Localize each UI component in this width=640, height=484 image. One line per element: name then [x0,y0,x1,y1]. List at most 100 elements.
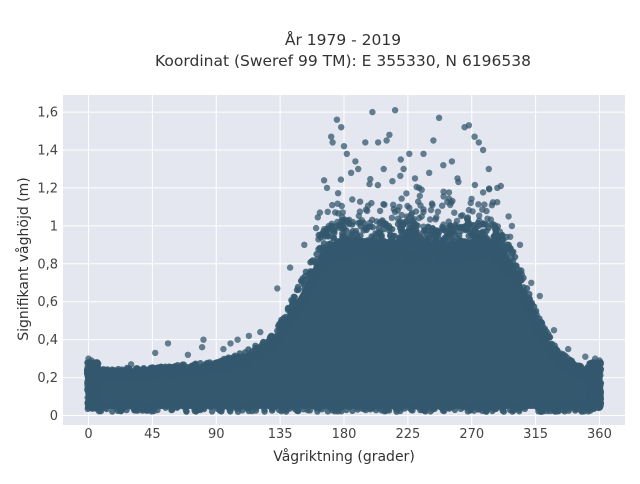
data-point [157,402,165,409]
outlier-point [500,236,507,243]
outlier-point [408,209,416,217]
data-point [327,404,334,411]
outlier-points [85,107,603,368]
data-point [357,243,364,250]
data-point [259,349,266,357]
data-point [244,405,251,412]
data-point [486,237,493,244]
outlier-point [440,193,447,200]
data-point [491,234,499,241]
data-point [252,342,259,349]
data-point [540,334,547,341]
outlier-point [381,201,388,208]
outlier-point [324,208,331,215]
data-point [84,404,92,411]
data-point [320,240,328,247]
outlier-point [475,201,482,208]
data-point [136,400,144,408]
data-point [331,408,338,415]
data-point [534,404,541,411]
data-point [462,254,469,262]
data-point [171,399,178,406]
data-point [377,230,384,237]
data-point [200,363,207,370]
data-point [183,408,190,415]
data-point [506,258,513,265]
data-point [560,407,567,414]
data-point [459,245,466,253]
outlier-point [321,225,328,233]
data-point [301,285,308,293]
data-point [492,241,499,248]
outlier-point [343,150,350,157]
data-point [424,246,431,254]
data-point [89,386,97,393]
data-point [551,408,559,415]
data-point [295,407,302,415]
data-point [362,225,370,232]
data-point [349,228,356,235]
outlier-point [508,222,516,230]
outlier-point [397,156,404,163]
outlier-point [440,188,447,195]
data-point [284,304,292,312]
outlier-point [152,349,159,357]
outlier-point [400,221,407,228]
outlier-point [362,139,369,146]
outlier-point [426,169,433,176]
data-point [546,334,553,341]
data-point [551,342,558,349]
data-point [268,399,275,406]
data-point [311,259,318,266]
data-point [149,372,156,379]
outlier-point [92,359,99,366]
data-point [440,401,447,408]
data-point [139,373,146,380]
outlier-point [312,224,320,232]
data-point [431,405,438,412]
data-point [208,361,215,368]
data-point [112,400,119,407]
data-point [431,240,438,247]
data-point [514,273,521,281]
x-tick-label: 315 [523,427,548,442]
data-point [395,240,403,247]
data-point [186,366,194,373]
data-point [563,354,571,361]
data-point [268,341,276,349]
outlier-point [420,223,427,230]
outlier-point [424,223,432,230]
outlier-point [483,207,490,215]
outlier-point [475,139,482,146]
outlier-point [420,208,427,216]
outlier-point [582,353,589,360]
y-tick-label: 0 [50,409,58,424]
outlier-point [164,340,172,347]
data-point [315,405,322,412]
data-point [454,255,462,262]
outlier-point [398,211,405,219]
outlier-point [373,218,380,225]
data-point [520,294,527,302]
outlier-point [355,165,362,173]
data-point [214,401,222,408]
data-point [138,406,145,413]
data-point [231,352,239,359]
x-tick-label: 270 [459,427,484,442]
outlier-point [127,361,135,368]
data-point [414,248,422,255]
data-point [375,224,382,232]
outlier-point [471,181,479,189]
outlier-point [443,224,451,232]
outlier-point [390,201,397,208]
data-point [449,256,456,263]
data-point [451,406,459,414]
outlier-point [451,209,458,216]
data-point [467,407,474,414]
data-point [520,284,527,291]
data-point [85,381,92,389]
outlier-point [409,216,416,224]
data-point [226,407,233,414]
data-point [412,234,419,241]
data-point [359,237,366,245]
